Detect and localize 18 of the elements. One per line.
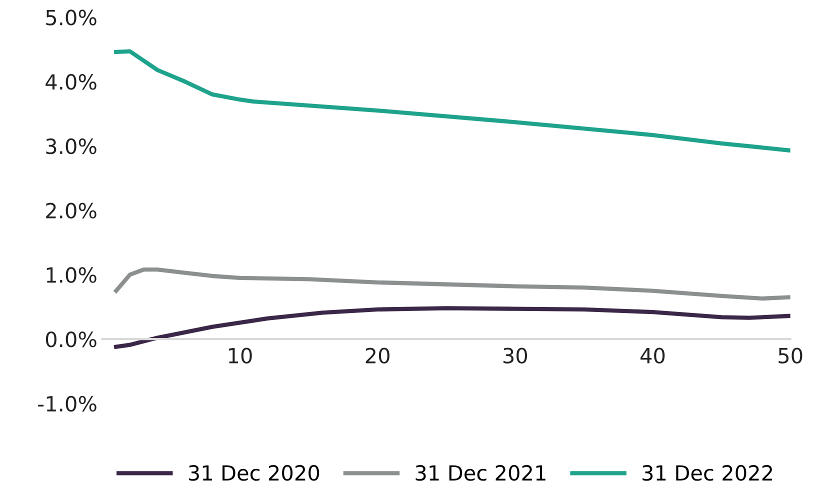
x-tick-label: 10 [229,348,252,364]
x-tick-label: 30 [503,348,528,364]
y-tick-label: 2.0% [46,202,96,219]
legend-label: 31 Dec 2021 [416,465,546,481]
y-tick-label: 1.0% [46,267,96,283]
line-series [114,49,790,153]
line-series [114,267,790,301]
y-tick-label: 4.0% [46,74,96,90]
y-tick-label: 3.0% [46,138,96,154]
legend-label: 31 Dec 2022 [642,465,772,481]
x-tick-label: 40 [640,348,665,364]
y-tick-label: 0.0% [46,332,96,348]
legend-label: 31 Dec 2020 [188,465,320,481]
y-tick-label: -1.0% [38,396,96,412]
x-tick-label: 20 [366,348,390,364]
x-tick-label: 50 [778,348,802,364]
line-series [114,306,790,349]
y-tick-label: 5.0% [46,10,96,26]
